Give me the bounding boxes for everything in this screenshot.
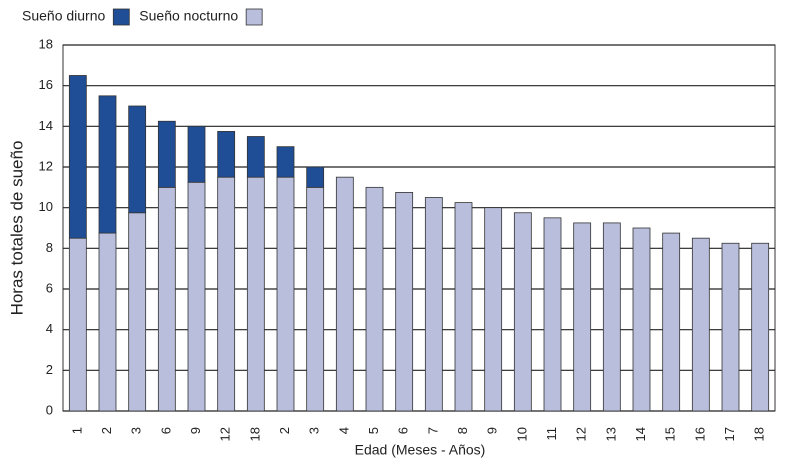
x-tick-label: 1 <box>69 427 84 434</box>
y-tick-label: 2 <box>46 362 53 377</box>
bar-segment <box>632 227 651 412</box>
bar-segment <box>513 212 532 412</box>
y-tick-label: 6 <box>46 280 53 295</box>
x-tick-label: 10 <box>514 427 529 441</box>
bar-segment <box>543 217 562 412</box>
bar-segment <box>157 120 176 188</box>
x-tick-label: 6 <box>158 427 173 434</box>
bar-segment <box>662 232 681 412</box>
y-tick-label: 18 <box>39 36 53 51</box>
x-tick-label: 2 <box>99 427 114 434</box>
x-tick-label: 18 <box>247 427 262 441</box>
bar-segment <box>276 146 295 178</box>
x-tick-label: 4 <box>336 427 351 434</box>
x-tick-label: 12 <box>574 427 589 441</box>
bar-segment <box>246 176 265 412</box>
y-tick-label: 0 <box>46 402 53 417</box>
x-tick-label: 3 <box>307 427 322 434</box>
y-tick-label: 10 <box>39 199 53 214</box>
bar-segment <box>751 242 770 412</box>
bar-segment <box>157 186 176 412</box>
x-tick-label: 18 <box>752 427 767 441</box>
x-tick-label: 16 <box>692 427 707 441</box>
x-axis-label: Edad (Meses - Años) <box>355 442 486 458</box>
x-tick-label: 5 <box>366 427 381 434</box>
y-tick-label: 4 <box>46 321 53 336</box>
bar-segment <box>217 131 236 178</box>
x-tick-label: 17 <box>722 427 737 441</box>
bar-segment <box>335 176 354 412</box>
bar-segment <box>602 222 621 412</box>
legend-label: Sueño nocturno <box>139 8 238 24</box>
y-tick-label: 16 <box>39 77 53 92</box>
bar-segment <box>187 181 206 412</box>
legend-label: Sueño diurno <box>22 8 106 24</box>
bar-segment <box>217 176 236 412</box>
y-tick-label: 14 <box>39 118 53 133</box>
bar-segment <box>128 105 147 214</box>
x-tick-label: 7 <box>425 427 440 434</box>
bar-segment <box>691 237 710 412</box>
bar-segment <box>246 136 265 178</box>
y-tick-label: 12 <box>39 158 53 173</box>
bar-segment <box>484 207 503 412</box>
x-tick-label: 8 <box>455 427 470 434</box>
bar-segment <box>187 125 206 183</box>
bar-segment <box>721 242 740 412</box>
bar-segment <box>306 186 325 412</box>
x-tick-label: 13 <box>603 427 618 441</box>
bar-segment <box>424 197 443 412</box>
x-tick-label: 3 <box>129 427 144 434</box>
y-axis-label: Horas totales de sueño <box>7 141 26 316</box>
bar-segment <box>276 176 295 412</box>
bar-segment <box>365 186 384 412</box>
x-tick-label: 9 <box>188 427 203 434</box>
bar-segment <box>68 75 87 239</box>
x-tick-label: 11 <box>544 427 559 441</box>
x-tick-label: 2 <box>277 427 292 434</box>
bar-segment <box>573 222 592 412</box>
x-tick-label: 15 <box>663 427 678 441</box>
bar-segment <box>128 212 147 412</box>
legend-swatch <box>245 8 263 26</box>
x-tick-label: 6 <box>396 427 411 434</box>
x-tick-label: 14 <box>633 427 648 441</box>
bar-segment <box>306 166 325 188</box>
bar-segment <box>98 95 117 234</box>
bar-segment <box>68 237 87 412</box>
x-tick-label: 9 <box>485 427 500 434</box>
bar-segment <box>98 232 117 412</box>
legend-swatch <box>112 8 130 26</box>
x-tick-label: 12 <box>218 427 233 441</box>
y-tick-label: 8 <box>46 240 53 255</box>
bar-segment <box>454 202 473 412</box>
bar-segment <box>395 192 414 412</box>
